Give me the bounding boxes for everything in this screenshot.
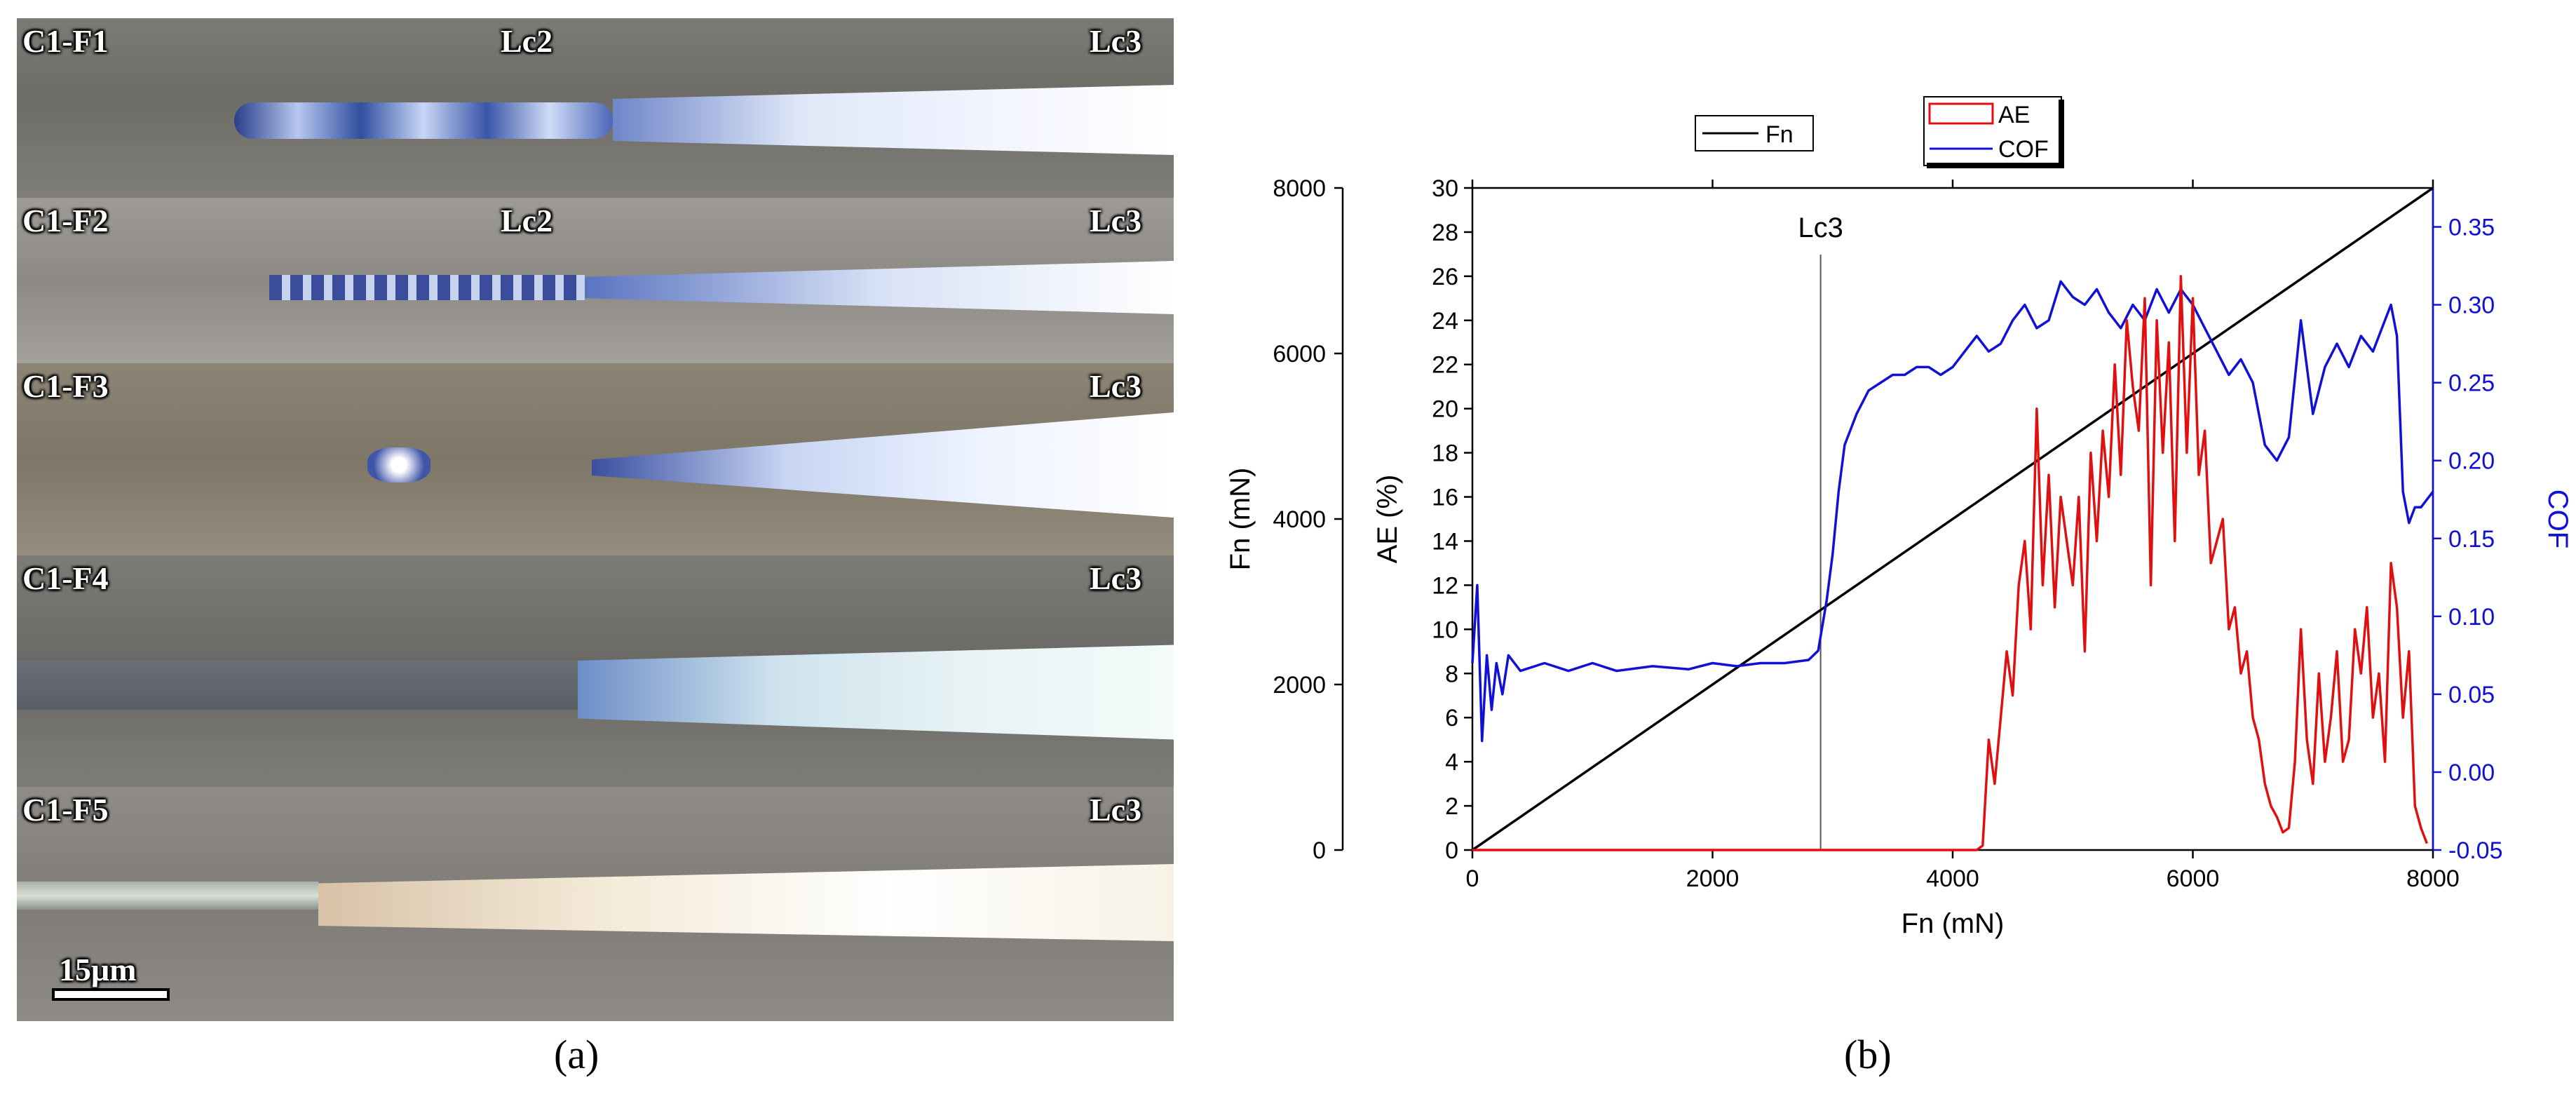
x-tick-label: 2000	[1686, 865, 1740, 892]
legend-label: Fn	[1765, 121, 1794, 148]
lc-label: Lc3	[1090, 23, 1142, 59]
lc-label: Lc3	[1090, 368, 1142, 404]
ae-tick-label: 18	[1432, 440, 1458, 467]
series-cof-line	[1471, 280, 2434, 743]
micrograph-panel: C1-F1 Lc2 Lc3 C1-F2 Lc2 Lc3 C1-F3 Lc3 C1…	[17, 18, 1174, 1021]
lc-label: Lc2	[501, 203, 553, 238]
legend-shadow	[1927, 163, 2064, 168]
scale-bar-label: 15μm	[59, 952, 137, 987]
cof-tick-label: 0.10	[2448, 604, 2495, 630]
lc-label: Lc2	[501, 23, 553, 59]
cof-tick-label: 0.15	[2448, 526, 2495, 553]
cof-tick-label: 0.05	[2448, 682, 2495, 708]
sample-label: C1-F4	[22, 560, 109, 596]
cof-tick-label: 0.00	[2448, 760, 2495, 786]
sample-label: C1-F5	[22, 792, 109, 828]
legend-ae-cof: AE COF	[1923, 96, 2064, 168]
legend-label: COF	[1998, 136, 2049, 163]
fn-tick-label: 6000	[1273, 341, 1326, 367]
lc3-annotation: Lc3	[1798, 213, 1843, 243]
strip-c1-f4: C1-F4 Lc3	[17, 555, 1174, 787]
fn-tick-label: 8000	[1273, 175, 1326, 202]
fn-tick-label: 0	[1313, 837, 1326, 864]
caption-b: (b)	[1844, 1032, 1892, 1077]
cof-tick-label: 0.25	[2448, 370, 2495, 397]
ae-tick-label: 2	[1445, 793, 1458, 820]
fn-tick-label: 2000	[1273, 672, 1326, 699]
series-layer: Lc3	[1471, 187, 2434, 851]
strip-c1-f1: C1-F1 Lc2 Lc3	[17, 18, 1174, 198]
x-tick-label: 8000	[2406, 865, 2460, 892]
legend: Fn AE COF	[1695, 96, 2064, 168]
lc-label: Lc3	[1090, 792, 1142, 828]
legend-fn: Fn	[1695, 115, 1814, 151]
fn-axis-label: Fn (mN)	[1225, 468, 1256, 571]
sample-label: C1-F3	[22, 368, 109, 404]
ae-tick-label: 16	[1432, 485, 1458, 511]
ae-tick-label: 26	[1432, 264, 1458, 290]
caption-a: (a)	[554, 1032, 599, 1077]
legend-swatch	[1928, 102, 1994, 125]
strip-c1-f5: C1-F5 Lc3	[17, 787, 1174, 1021]
ae-tick-label: 6	[1445, 705, 1458, 731]
fn-tick-label: 4000	[1273, 506, 1326, 533]
sample-label: C1-F2	[22, 203, 109, 238]
ae-tick-label: 24	[1432, 308, 1458, 335]
strip-c1-f2: C1-F2 Lc2 Lc3	[17, 198, 1174, 363]
strip-c1-f3: C1-F3 Lc3	[17, 363, 1174, 555]
cof-tick-label: 0.30	[2448, 292, 2495, 319]
ae-tick-label: 8	[1445, 661, 1458, 687]
lc-label: Lc3	[1090, 203, 1142, 238]
sample-label: C1-F1	[22, 23, 109, 59]
ae-tick-label: 30	[1432, 175, 1458, 202]
series-ae-line	[1472, 275, 2429, 851]
ae-tick-label: 20	[1432, 396, 1458, 423]
cof-axis-label: COF	[2542, 490, 2573, 548]
ae-tick-label: 28	[1432, 220, 1458, 246]
ae-tick-label: 10	[1432, 616, 1458, 643]
cof-tick-label: -0.05	[2448, 837, 2503, 864]
ae-tick-label: 14	[1432, 528, 1458, 555]
x-tick-label: 0	[1466, 865, 1479, 892]
legend-shadow	[2059, 100, 2064, 168]
legend-label: AE	[1998, 102, 2030, 128]
ae-tick-label: 22	[1432, 352, 1458, 379]
x-tick-label: 6000	[2167, 865, 2220, 892]
x-axis-label: Fn (mN)	[1902, 908, 2005, 939]
series-fn-line	[1472, 187, 2434, 851]
ae-tick-label: 4	[1445, 749, 1458, 776]
ae-axis-label: AE (%)	[1372, 475, 1403, 564]
lc-label: Lc3	[1090, 560, 1142, 596]
scale-bar: 15μm	[52, 952, 170, 1008]
x-tick-label: 4000	[1926, 865, 1979, 892]
ae-tick-label: 12	[1432, 572, 1458, 599]
ae-tick-label: 0	[1445, 837, 1458, 864]
cof-tick-label: 0.20	[2448, 448, 2495, 475]
cof-tick-label: 0.35	[2448, 215, 2495, 241]
